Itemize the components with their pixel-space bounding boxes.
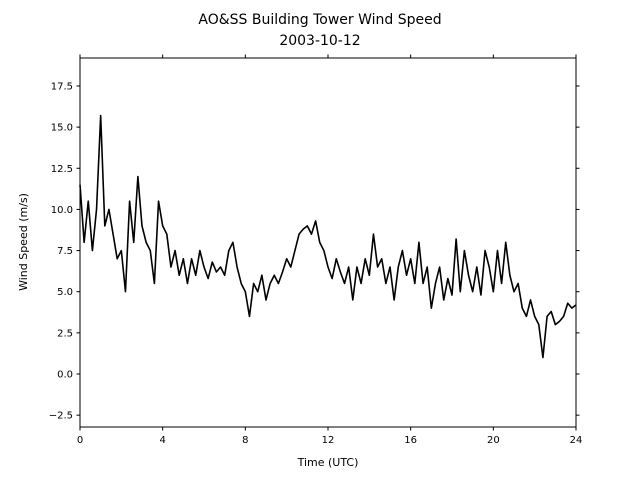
x-tick-label: 4 bbox=[159, 435, 165, 446]
chart-subtitle: 2003-10-12 bbox=[279, 33, 360, 49]
y-tick-label: 12.5 bbox=[51, 164, 73, 175]
y-tick-label: 17.5 bbox=[51, 81, 73, 92]
y-tick-label: 15.0 bbox=[51, 123, 73, 134]
chart-title: AO&SS Building Tower Wind Speed bbox=[198, 12, 441, 28]
y-tick-label: 7.5 bbox=[57, 246, 73, 257]
y-tick-label: 5.0 bbox=[57, 287, 73, 298]
plot-frame bbox=[79, 57, 577, 428]
y-tick-label: 0.0 bbox=[57, 370, 73, 381]
y-tick-label: 10.0 bbox=[51, 205, 73, 216]
x-axis-label: Time (UTC) bbox=[297, 456, 359, 469]
y-axis-label: Wind Speed (m/s) bbox=[17, 193, 30, 291]
x-tick-label: 20 bbox=[487, 435, 500, 446]
y-tick-label: 2.5 bbox=[57, 328, 73, 339]
x-tick-label: 12 bbox=[322, 435, 335, 446]
data-line bbox=[79, 114, 577, 359]
x-tick-label: 16 bbox=[404, 435, 417, 446]
x-tick-label: 8 bbox=[242, 435, 248, 446]
x-tick-label: 0 bbox=[77, 435, 83, 446]
y-tick-label: −2.5 bbox=[49, 411, 73, 422]
x-tick-label: 24 bbox=[570, 435, 583, 446]
